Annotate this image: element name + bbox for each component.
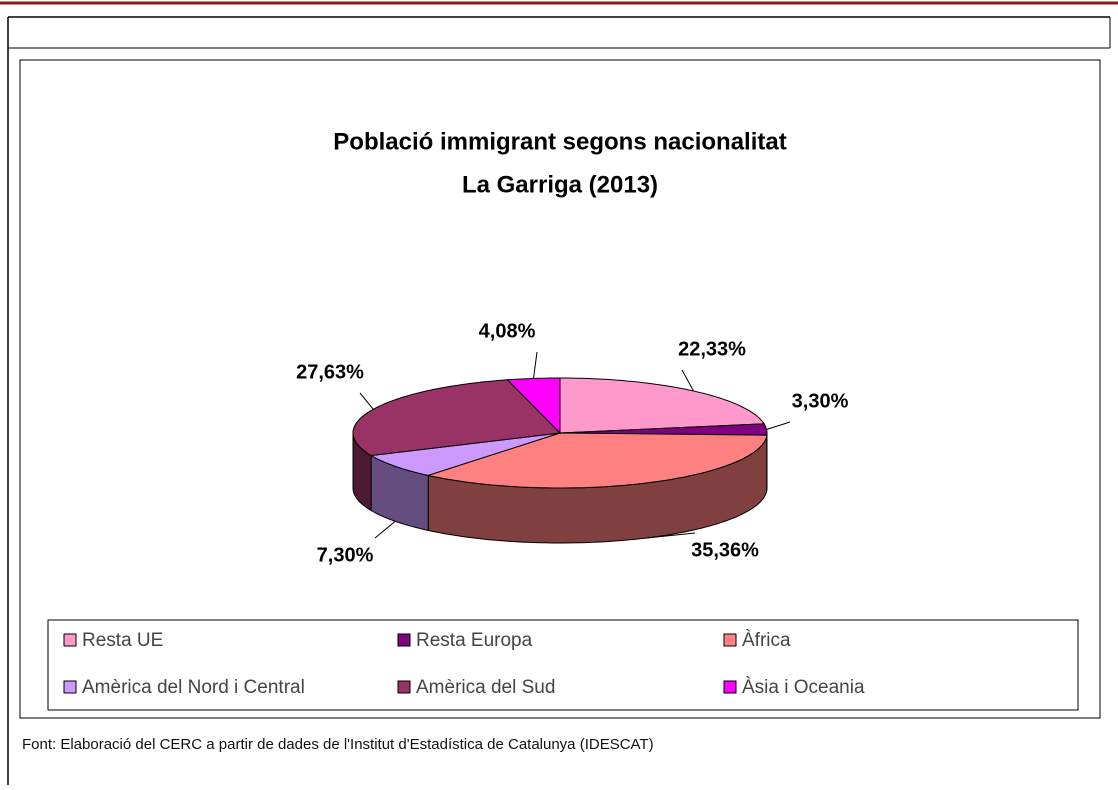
chart-title: Població immigrant segons nacionalitat [333,128,786,155]
legend-label: Resta UE [82,630,163,651]
chart-subtitle: La Garriga (2013) [462,171,658,198]
legend-label: Àsia i Oceania [742,677,865,698]
legend-label: Amèrica del Nord i Central [82,677,305,698]
data-label: 27,63% [296,361,364,383]
data-label: 3,30% [792,390,849,412]
legend-label: Resta Europa [416,630,533,651]
legend-swatch [398,681,410,693]
source-note: Font: Elaboració del CERC a partir de da… [22,736,654,753]
data-label: 7,30% [317,544,374,566]
legend-label: Àfrica [742,630,791,651]
data-label: 4,08% [479,320,536,342]
data-label: 22,33% [678,338,746,360]
legend-swatch [64,634,76,646]
legend-swatch [724,634,736,646]
legend-swatch [724,681,736,693]
legend-swatch [64,681,76,693]
legend-label: Amèrica del Sud [416,677,555,698]
data-label: 35,36% [691,539,759,561]
legend-swatch [398,634,410,646]
